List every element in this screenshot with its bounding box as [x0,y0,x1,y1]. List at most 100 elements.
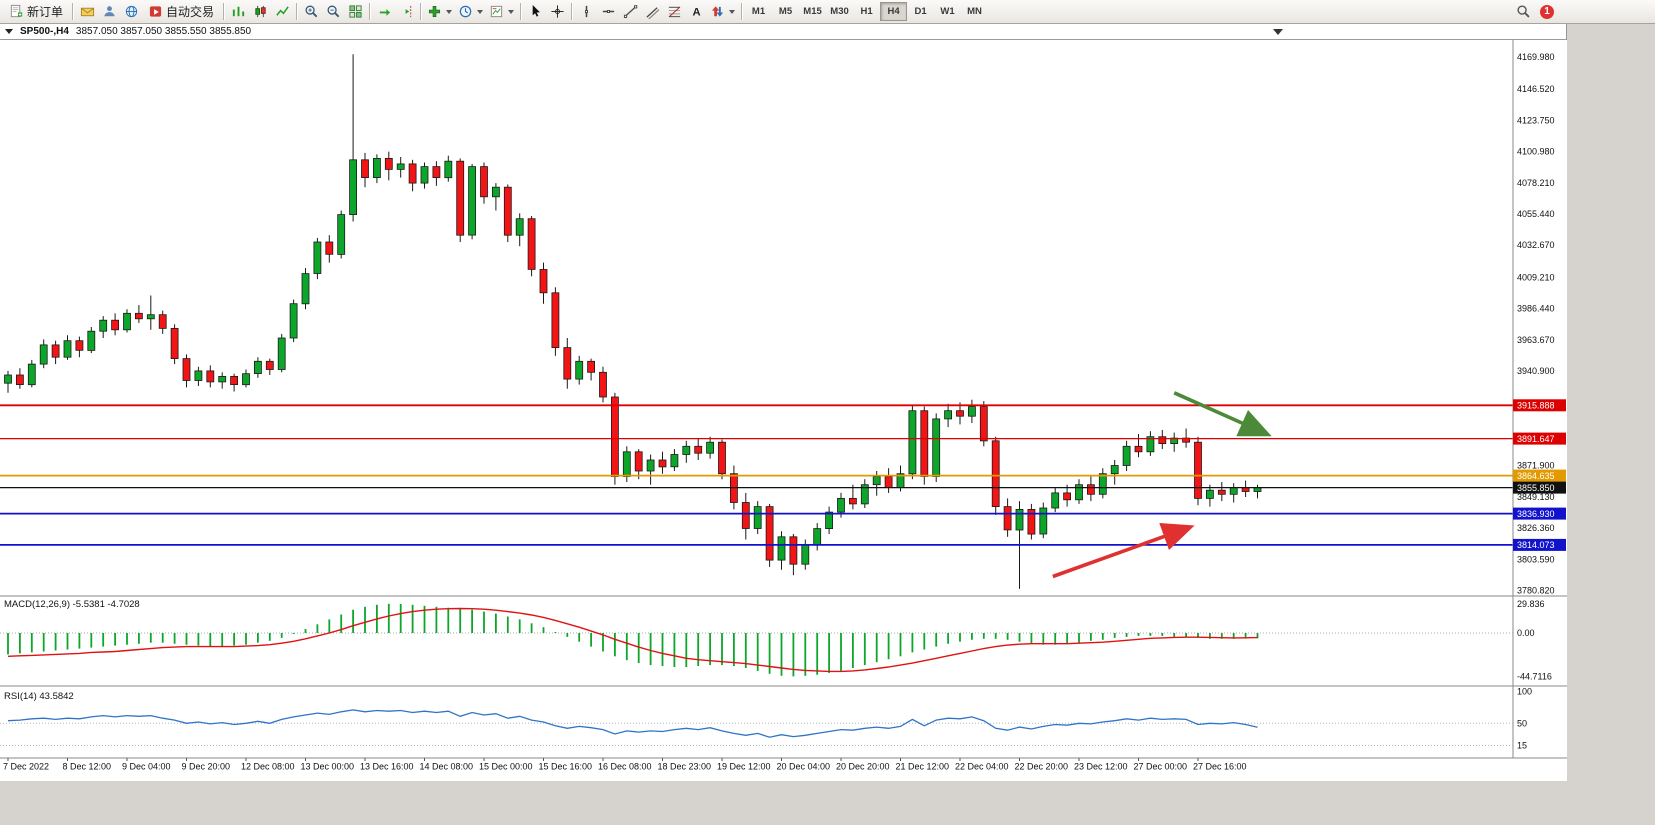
green-arrow[interactable] [1173,391,1272,437]
panel-separators [0,40,1567,759]
chart-marker-icon [1273,29,1283,35]
crosshair-button[interactable] [546,2,568,22]
symbol-dropdown-icon[interactable] [5,29,13,34]
indicators-icon [427,4,442,19]
svg-text:4100.980: 4100.980 [1517,147,1555,157]
zoom-in-icon [304,4,319,19]
svg-text:16 Dec 08:00: 16 Dec 08:00 [598,762,652,772]
candlestick-chart-icon [253,4,268,19]
svg-text:18 Dec 23:00: 18 Dec 23:00 [658,762,712,772]
line-chart-button[interactable] [271,2,293,22]
toolbar-separator [223,3,225,20]
notification-badge[interactable]: 1 [1540,4,1554,19]
svg-text:3963.670: 3963.670 [1517,335,1555,345]
svg-text:29.836: 29.836 [1517,599,1545,609]
candlestick-chart-button[interactable] [249,2,271,22]
timeframe-m30-button[interactable]: M30 [826,2,853,21]
rsi-line [7,709,1258,738]
timeframe-h1-button[interactable]: H1 [853,2,880,21]
auto-scroll-icon [377,4,392,19]
svg-text:3871.900: 3871.900 [1517,461,1555,471]
timeframe-m5-button[interactable]: M5 [772,2,799,21]
trendline-button[interactable] [619,2,641,22]
svg-text:8 Dec 12:00: 8 Dec 12:00 [63,762,112,772]
chart-ohlc-values: 3857.050 3857.050 3855.550 3855.850 [75,26,252,37]
chart-window: SP500-,H4 3857.050 3857.050 3855.550 385… [0,24,1567,781]
price-tag-3864.635: 3864.635 [1513,469,1566,482]
user-button[interactable] [98,2,120,22]
user-icon [102,4,117,19]
channel-button[interactable] [641,2,663,22]
timeframe-d1-button[interactable]: D1 [907,2,934,21]
chart-title-bar: SP500-,H4 3857.050 3857.050 3855.550 385… [0,24,1566,40]
arrows-button[interactable] [707,2,738,22]
channel-icon [645,4,660,19]
macd-signal-line [7,607,1258,673]
vertical-line-button[interactable] [575,2,597,22]
toolbar-separator [520,3,522,20]
svg-text:4146.520: 4146.520 [1517,84,1555,94]
fibonacci-button[interactable] [663,2,685,22]
text-button[interactable]: A [685,2,707,22]
mailbox-button[interactable] [76,2,98,22]
timeframe-m1-button[interactable]: M1 [745,2,772,21]
chart-shift-button[interactable] [395,2,417,22]
dropdown-caret-icon [729,9,736,14]
svg-text:50: 50 [1517,718,1527,728]
templates-button[interactable] [486,2,517,22]
svg-text:-44.7116: -44.7116 [1517,672,1552,682]
bar-chart-button[interactable] [227,2,249,22]
svg-text:23 Dec 12:00: 23 Dec 12:00 [1074,762,1128,772]
globe-icon [124,4,139,19]
cursor-icon [528,4,543,19]
autotrading-button[interactable]: 自动交易 [142,2,220,22]
globe-button[interactable] [120,2,142,22]
svg-text:20 Dec 04:00: 20 Dec 04:00 [777,762,831,772]
svg-text:27 Dec 00:00: 27 Dec 00:00 [1134,762,1188,772]
svg-text:15 Dec 00:00: 15 Dec 00:00 [479,762,533,772]
trendline-icon [623,4,638,19]
cursor-button[interactable] [524,2,546,22]
svg-text:19 Dec 12:00: 19 Dec 12:00 [717,762,771,772]
horizontal-line-icon [601,4,616,19]
zoom-in-button[interactable] [300,2,322,22]
red-arrow[interactable] [1052,522,1195,579]
timeframe-h4-button[interactable]: H4 [880,2,908,21]
new-order-icon [9,4,24,19]
auto-scroll-button[interactable] [373,2,395,22]
search-button[interactable] [1512,2,1534,22]
macd-label: MACD(12,26,9) -5.5381 -4.7028 [4,599,140,610]
text-icon: A [689,4,704,19]
svg-text:3864.635: 3864.635 [1517,471,1555,481]
svg-text:15: 15 [1517,741,1527,751]
chart-area[interactable]: 4169.980 4146.520 4123.750 4100.980 4078.210… [0,40,1567,781]
indicators-button[interactable] [424,2,455,22]
periods-button[interactable] [455,2,486,22]
svg-text:4009.210: 4009.210 [1517,272,1555,282]
chart-symbol-period: SP500-,H4 [20,26,69,37]
svg-text:20 Dec 20:00: 20 Dec 20:00 [836,762,890,772]
line-chart-icon [275,4,290,19]
new-order-button[interactable]: 新订单 [3,2,69,22]
svg-text:4169.980: 4169.980 [1517,52,1555,62]
macd-panel: MACD(12,26,9) -5.5381 -4.7028 29.836 0.00 -… [0,599,1552,682]
timeframe-mn-button[interactable]: MN [961,2,988,21]
periods-icon [458,4,473,19]
svg-text:9 Dec 20:00: 9 Dec 20:00 [182,762,231,772]
timeframe-m15-button[interactable]: M15 [799,2,826,21]
autotrading-icon [148,4,163,19]
dropdown-caret-icon [446,9,453,14]
bar-chart-icon [231,4,246,19]
tile-windows-icon [348,4,363,19]
price-tag-3814.073: 3814.073 [1513,538,1566,551]
zoom-out-button[interactable] [322,2,344,22]
horizontal-line-button[interactable] [597,2,619,22]
svg-text:7 Dec 2022: 7 Dec 2022 [3,762,49,772]
tile-windows-button[interactable] [344,2,366,22]
timeframe-w1-button[interactable]: W1 [934,2,961,21]
svg-text:3855.850: 3855.850 [1517,483,1555,493]
toolbar-button-label: 新订单 [27,5,64,19]
svg-text:3986.440: 3986.440 [1517,304,1555,314]
crosshair-icon [550,4,565,19]
